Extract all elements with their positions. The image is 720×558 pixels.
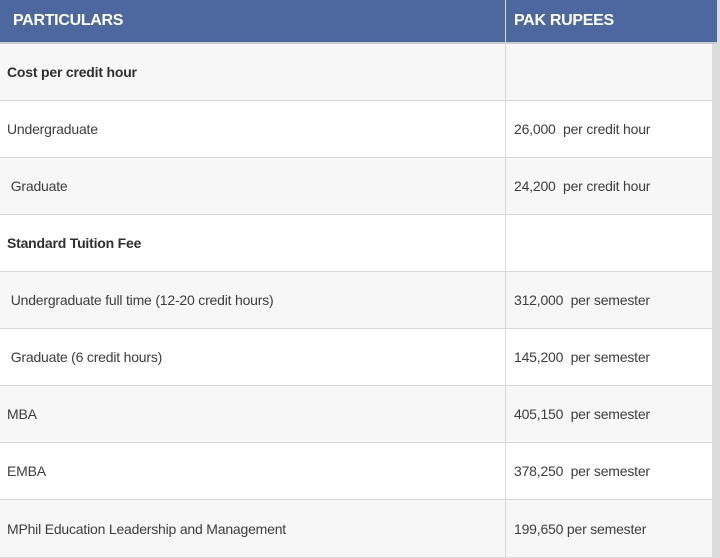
row-value: 24,200 per credit hour [506,158,712,215]
table-row: Graduate (6 credit hours) 145,200 per se… [0,329,712,386]
column-header-pak-rupees: PAK RUPEES [506,0,712,44]
row-value: 199,650 per semester [506,500,712,557]
table-row: Cost per credit hour [0,44,712,101]
row-value: 145,200 per semester [506,329,712,386]
table-row: Undergraduate 26,000 per credit hour [0,101,712,158]
table-body: Cost per credit hour Undergraduate 26,00… [0,44,712,557]
row-label: Undergraduate [0,101,506,158]
row-label: Undergraduate full time (12-20 credit ho… [0,272,506,329]
row-value: 312,000 per semester [506,272,712,329]
row-value: 26,000 per credit hour [506,101,712,158]
table-row: MBA 405,150 per semester [0,386,712,443]
row-value: 378,250 per semester [506,443,712,500]
row-value [506,44,712,101]
header-extension [712,0,717,44]
row-label: Graduate (6 credit hours) [0,329,506,386]
row-label: EMBA [0,443,506,500]
table-row: EMBA 378,250 per semester [0,443,712,500]
row-value [506,215,712,272]
row-label: MBA [0,386,506,443]
row-label: Cost per credit hour [0,44,506,101]
table-row: Standard Tuition Fee [0,215,712,272]
table-row: Undergraduate full time (12-20 credit ho… [0,272,712,329]
row-label: MPhil Education Leadership and Managemen… [0,500,506,557]
table-row: Graduate 24,200 per credit hour [0,158,712,215]
table-header: PARTICULARS PAK RUPEES [0,0,712,44]
table-header-row: PARTICULARS PAK RUPEES [0,0,712,44]
row-label: Standard Tuition Fee [0,215,506,272]
row-value: 405,150 per semester [506,386,712,443]
table-row: MPhil Education Leadership and Managemen… [0,500,712,557]
column-header-particulars: PARTICULARS [0,0,506,44]
row-label: Graduate [0,158,506,215]
